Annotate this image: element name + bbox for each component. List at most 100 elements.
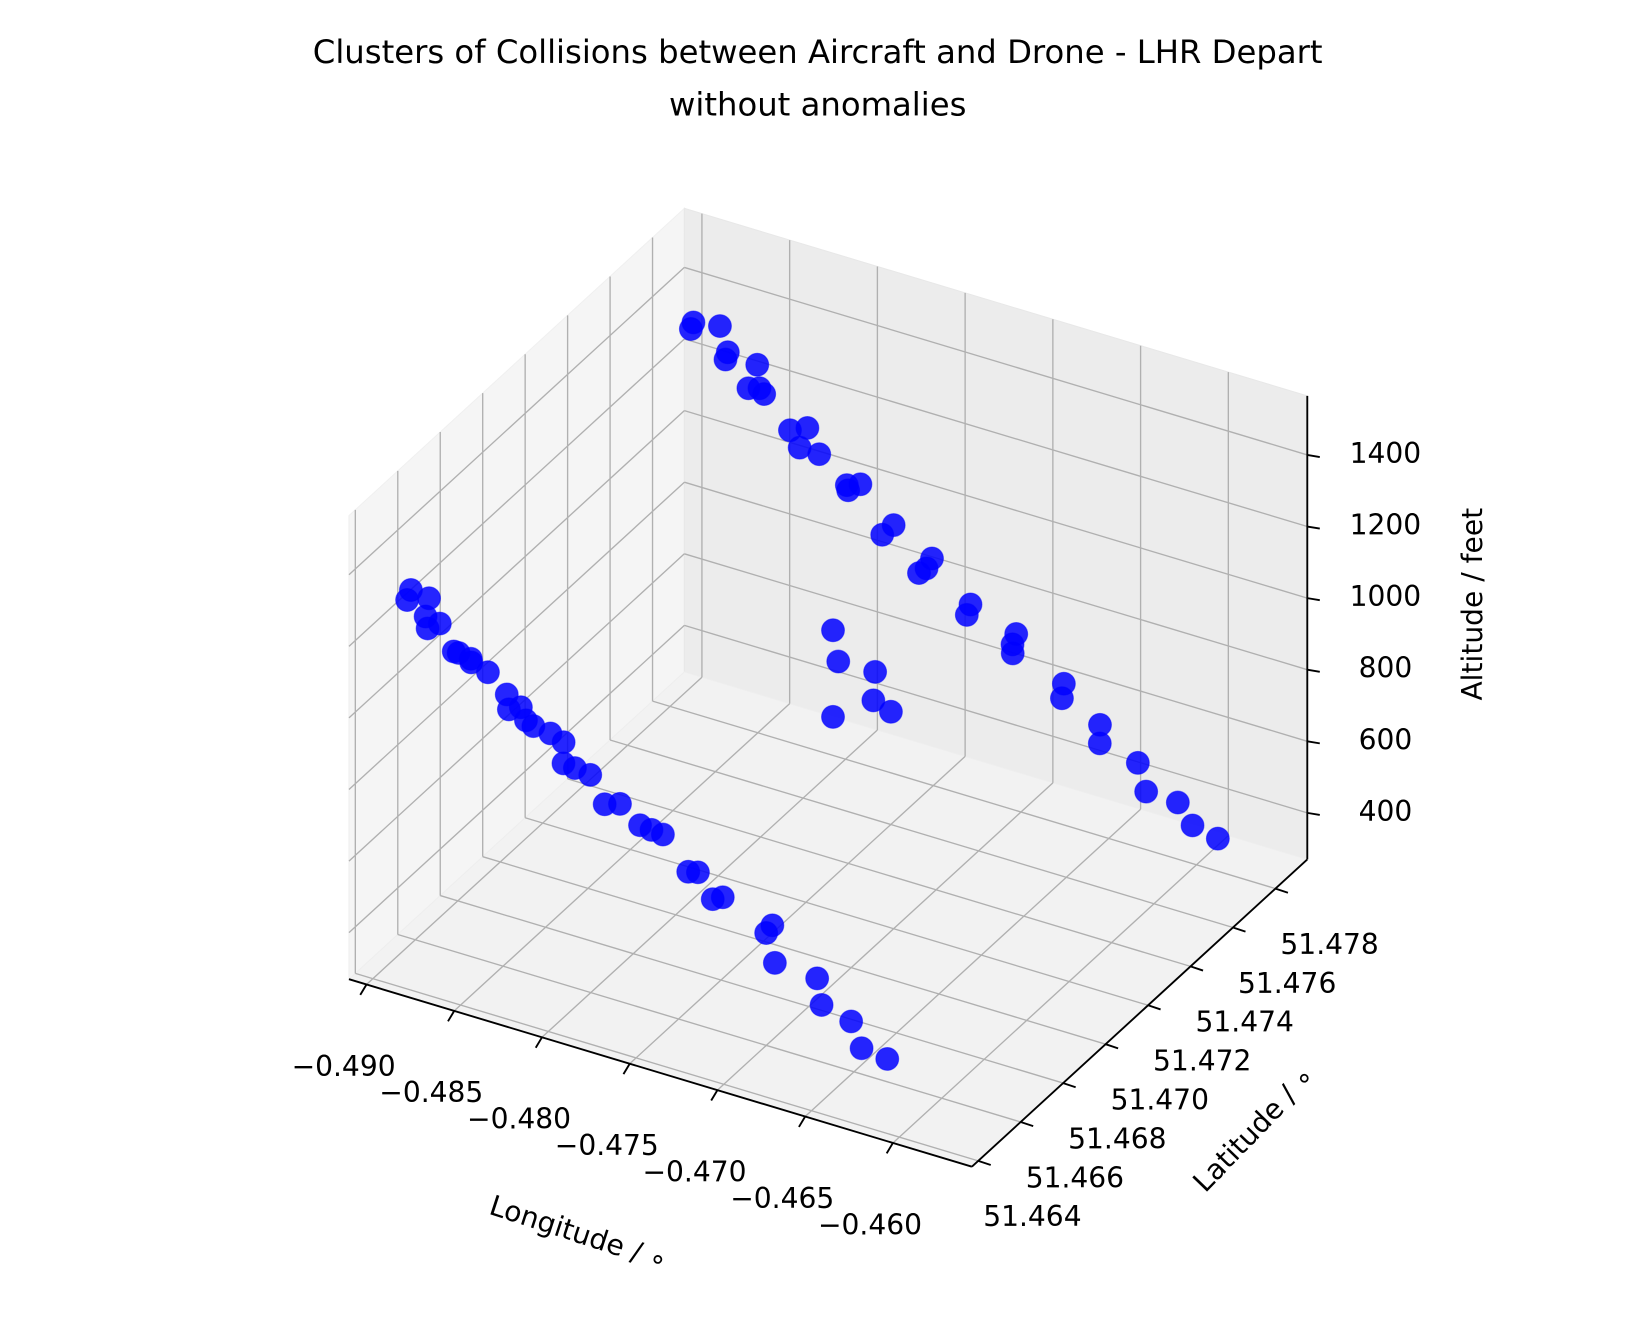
- y-tick: [1232, 926, 1246, 933]
- y-tick: [1275, 887, 1289, 894]
- grid-line: [567, 778, 1191, 968]
- x-tick-label: −0.480: [467, 1103, 571, 1136]
- x-tick: [447, 1010, 456, 1022]
- y-tick: [1105, 1043, 1119, 1050]
- point: [1165, 790, 1190, 815]
- grid-line: [453, 703, 791, 1012]
- point: [521, 714, 546, 739]
- grid-line: [652, 700, 1276, 890]
- point: [954, 602, 979, 627]
- x-tick: [798, 1116, 806, 1128]
- point: [1134, 779, 1159, 804]
- x-axis: [348, 978, 973, 1168]
- point: [1180, 813, 1205, 838]
- point: [700, 887, 725, 912]
- grid-line: [684, 338, 1308, 528]
- point: [628, 813, 653, 838]
- grid-line: [348, 624, 685, 934]
- y-tick-label: 51.472: [1153, 1045, 1251, 1078]
- y-axis: [971, 858, 1308, 1168]
- z-tick-label: 1000: [1350, 580, 1422, 613]
- grid-line: [684, 481, 1308, 671]
- y-tick: [1190, 965, 1204, 972]
- x-tick-label: −0.475: [555, 1129, 659, 1162]
- grid-line: [684, 266, 1308, 456]
- z-tick: [1307, 597, 1320, 602]
- grid-line: [804, 808, 1142, 1118]
- grid-line: [355, 972, 979, 1162]
- point: [413, 604, 438, 629]
- grid-line: [524, 817, 1149, 1006]
- point: [678, 317, 703, 341]
- point: [1087, 731, 1112, 756]
- y-tick-label: 51.466: [1026, 1161, 1124, 1194]
- grid-line: [609, 739, 1234, 929]
- grid-line: [892, 835, 1229, 1144]
- point: [821, 704, 845, 729]
- point: [1049, 686, 1074, 711]
- point: [861, 688, 886, 713]
- x-tick: [359, 984, 368, 996]
- z-tick-label: 600: [1359, 723, 1413, 756]
- z-tick-label: 800: [1359, 652, 1413, 685]
- point: [821, 618, 845, 643]
- point: [805, 966, 830, 991]
- point: [676, 859, 701, 884]
- point: [707, 314, 732, 339]
- z-tick: [1307, 668, 1320, 673]
- grid-line: [482, 856, 1106, 1045]
- point: [809, 992, 834, 1017]
- point: [592, 792, 617, 817]
- point: [826, 649, 851, 674]
- point: [875, 1046, 900, 1071]
- x-tick: [710, 1089, 719, 1102]
- y-axis-label: Latitude / ∘: [1186, 1060, 1321, 1198]
- z-tick-label: 400: [1359, 795, 1413, 828]
- y-tick-label: 51.464: [983, 1200, 1081, 1233]
- point: [1125, 750, 1150, 775]
- y-tick-label: 51.478: [1280, 928, 1378, 961]
- x-tick: [885, 1142, 894, 1154]
- point: [736, 376, 761, 401]
- point: [745, 352, 770, 377]
- point: [754, 921, 779, 945]
- z-tick: [1307, 454, 1320, 458]
- point: [1205, 826, 1230, 851]
- grid-line: [366, 676, 703, 985]
- y-tick: [1062, 1082, 1076, 1089]
- z-tick: [1307, 525, 1320, 530]
- point: [863, 659, 888, 684]
- point: [459, 650, 484, 675]
- point: [839, 1009, 864, 1034]
- y-tick-label: 51.468: [1068, 1122, 1166, 1155]
- point: [849, 1036, 874, 1061]
- z-tick-label: 1400: [1350, 437, 1422, 470]
- grid-line: [397, 933, 1021, 1123]
- point: [836, 478, 861, 503]
- x-axis-label: Longitude / ∘: [486, 1189, 672, 1277]
- point: [870, 522, 895, 547]
- x-tick-label: −0.470: [643, 1155, 747, 1188]
- x-tick-label: −0.490: [292, 1050, 396, 1083]
- x-tick-label: −0.465: [730, 1182, 834, 1215]
- point: [787, 435, 812, 460]
- x-tick-label: −0.485: [379, 1076, 483, 1109]
- x-tick: [534, 1036, 543, 1049]
- x-tick: [622, 1063, 631, 1075]
- point: [762, 950, 787, 975]
- grid-line: [684, 553, 1308, 742]
- grid-line: [541, 729, 878, 1038]
- point: [551, 751, 576, 776]
- point: [715, 340, 740, 365]
- grid-line: [629, 755, 966, 1065]
- point: [398, 578, 423, 602]
- x-tick-label: −0.460: [818, 1208, 922, 1241]
- z-tick-label: 1200: [1350, 509, 1422, 542]
- y-tick: [1020, 1121, 1034, 1128]
- y-tick-label: 51.476: [1238, 967, 1336, 1000]
- z-tick: [1307, 811, 1320, 816]
- grid-line: [684, 624, 1308, 814]
- z-tick: [1307, 740, 1320, 745]
- point: [878, 699, 903, 724]
